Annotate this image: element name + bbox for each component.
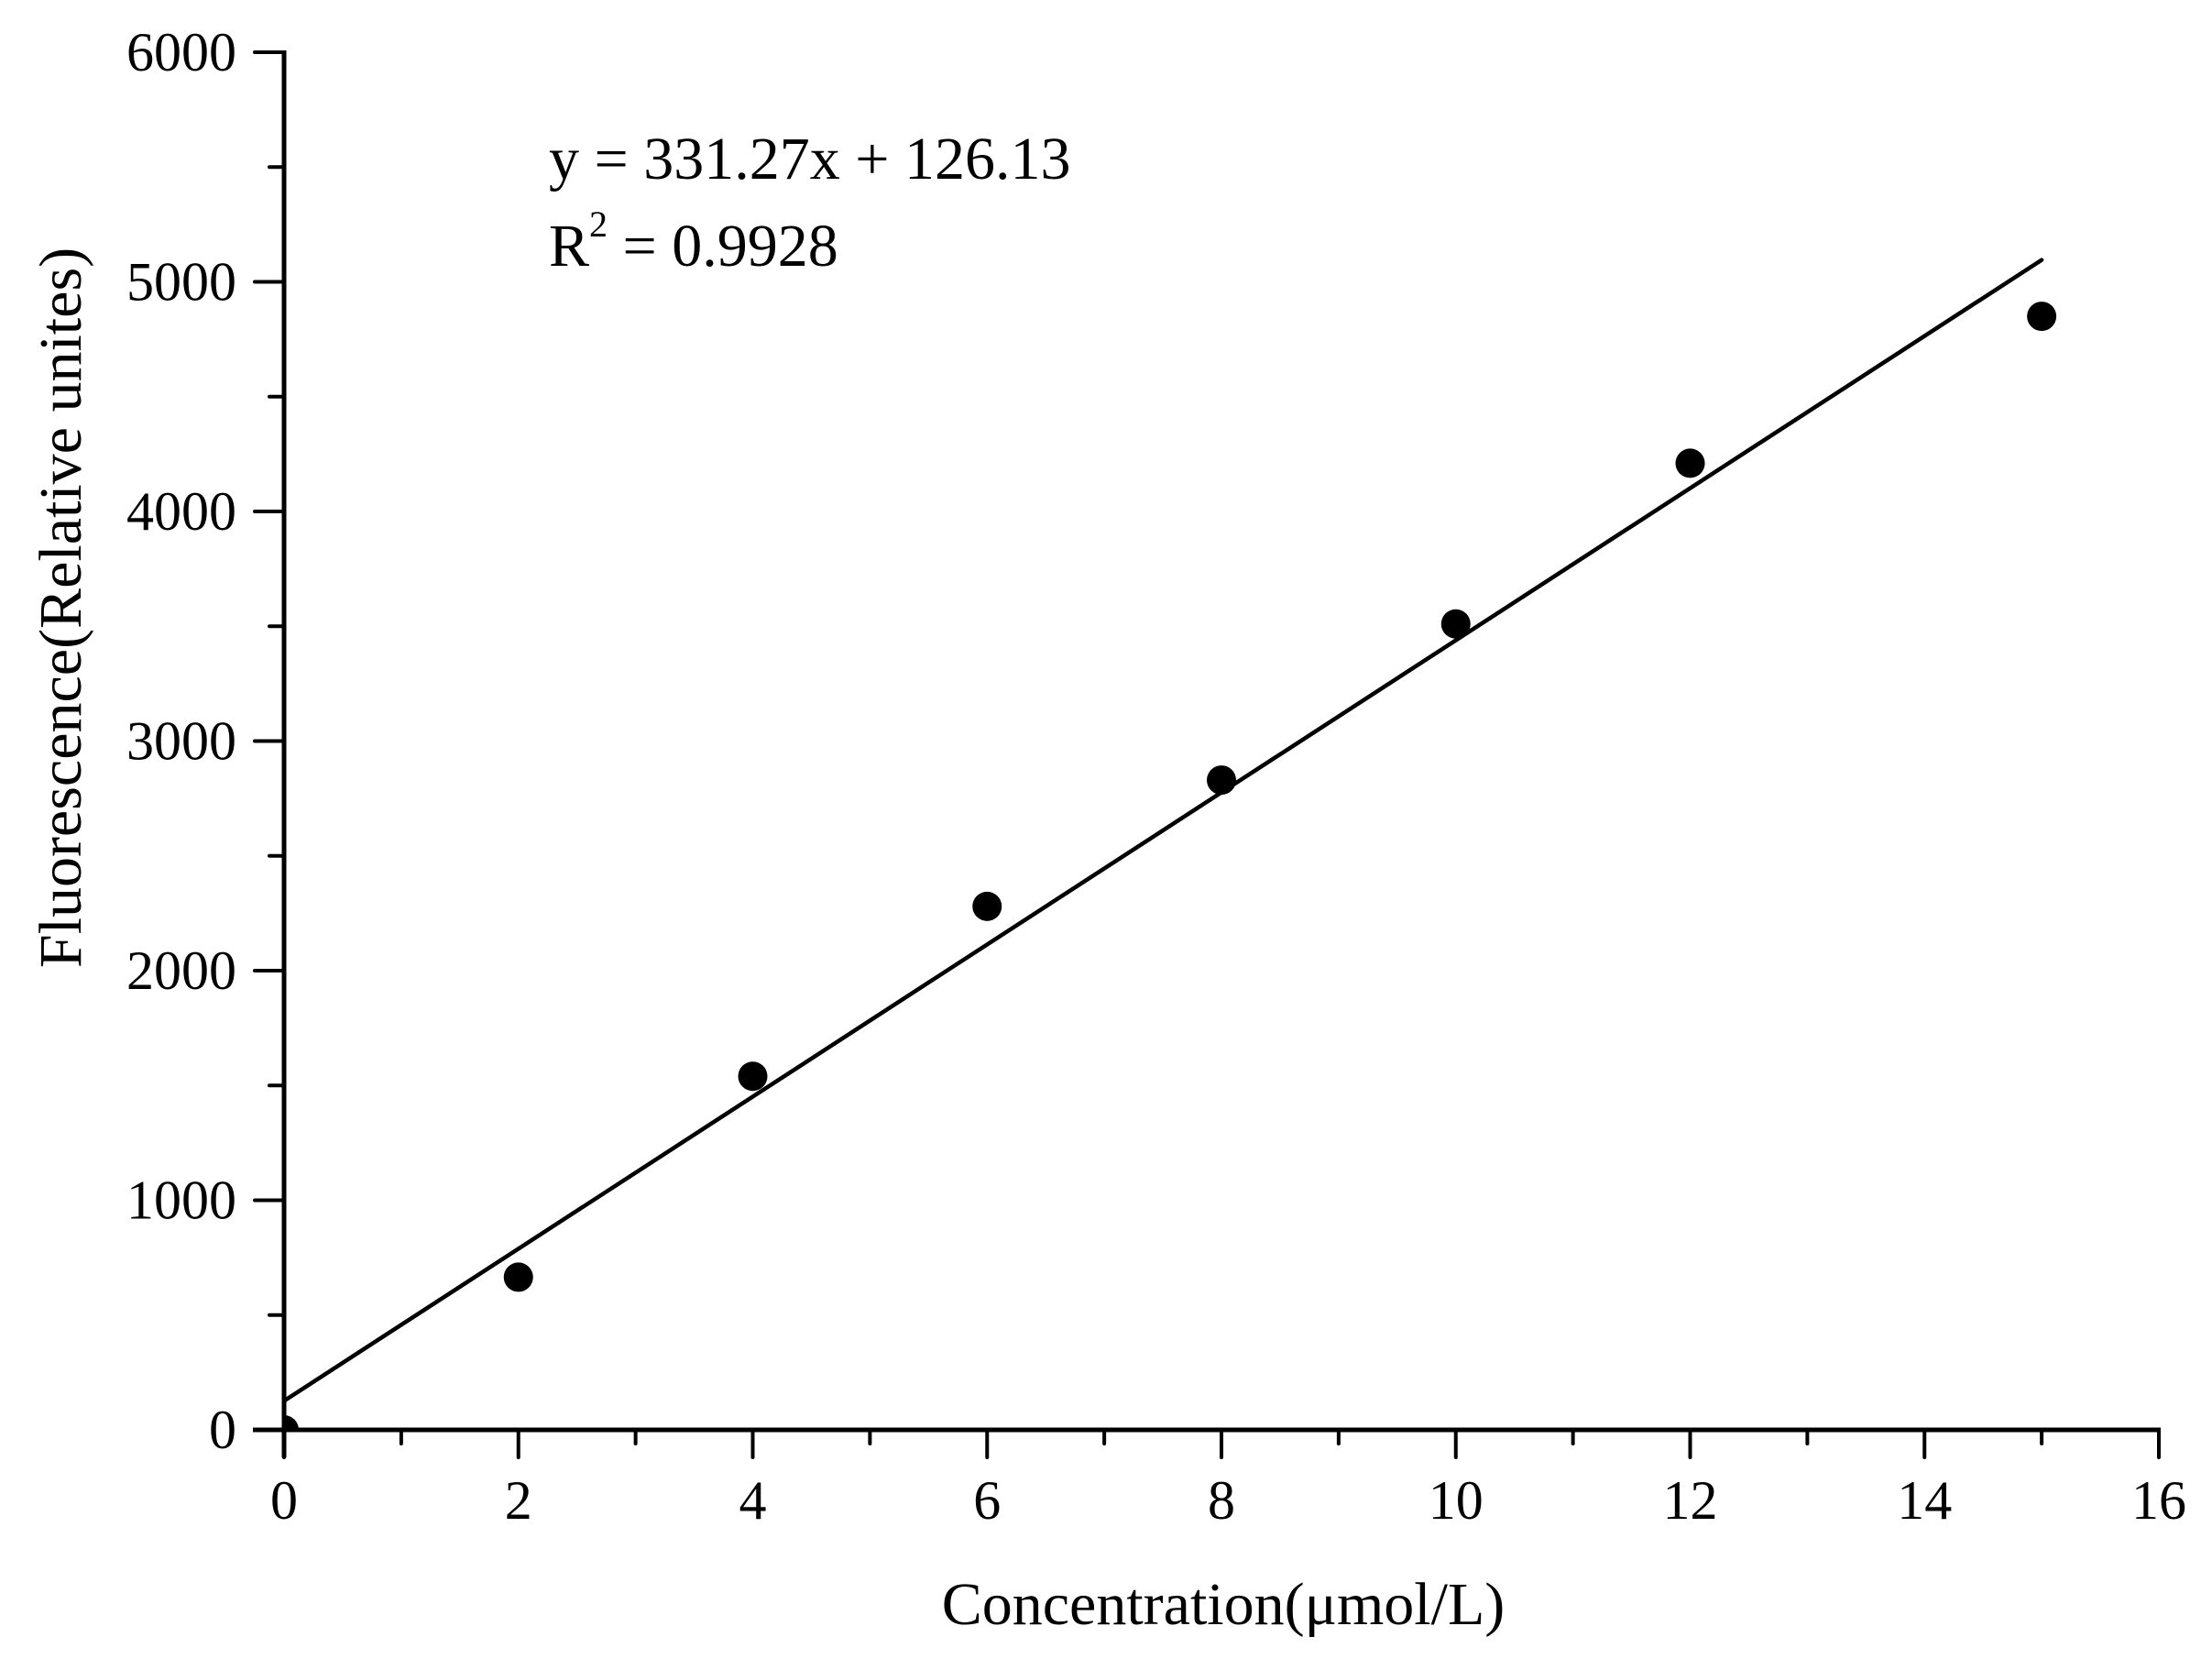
data-point [1207,765,1236,796]
x-axis: 0 2 4 6 8 10 12 14 16 [253,1427,2186,1531]
data-point [738,1061,768,1092]
data-point [1675,448,1705,478]
data-point [972,891,1002,921]
y-tick-label: 1000 [126,1170,236,1231]
x-tick-label: 16 [2131,1470,2186,1531]
r-squared-label: R2 = 0.9928 [549,203,838,280]
fit-line [281,258,2044,1403]
y-axis-title: Fluorescence(Relative unites) [27,247,94,968]
y-tick-label: 6000 [126,22,236,82]
plot-area [281,258,2057,1430]
regression-annotation: y = 331.27x + 126.13 R2 = 0.9928 [549,126,1070,280]
y-axis: 0 1000 2000 3000 4000 5000 6000 [126,22,287,1460]
x-tick-label: 0 [270,1470,298,1531]
y-tick-label: 0 [209,1400,236,1460]
x-tick-label: 4 [739,1470,767,1531]
data-point [503,1262,533,1292]
y-tick-label: 2000 [126,940,236,1001]
x-tick-label: 2 [505,1470,532,1531]
x-tick-label: 14 [1897,1470,1952,1531]
data-points [284,302,2057,1430]
equation-label: y = 331.27x + 126.13 [549,126,1070,192]
x-axis-title: Concentration(μmol/L) [942,1571,1506,1638]
x-tick-label: 8 [1208,1470,1235,1531]
x-tick-label: 6 [973,1470,1001,1531]
x-tick-label: 12 [1663,1470,1718,1531]
x-tick-label: 10 [1429,1470,1484,1531]
y-tick-label: 5000 [126,252,236,313]
y-tick-label: 4000 [126,481,236,542]
data-point [284,1415,299,1430]
y-tick-label: 3000 [126,711,236,772]
data-point [2027,302,2057,332]
data-point [1440,609,1471,639]
